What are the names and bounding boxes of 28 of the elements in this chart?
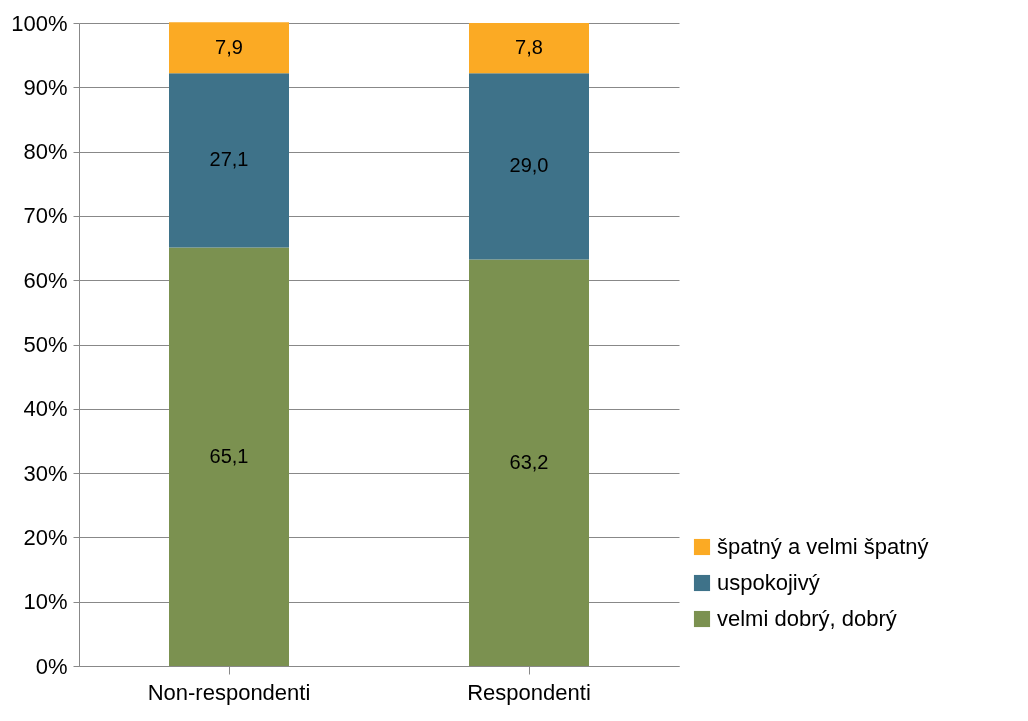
- y-tick-label: 70%: [23, 203, 68, 229]
- legend-label: uspokojivý: [717, 570, 820, 595]
- bar: [169, 73, 289, 248]
- data-label: 7,9: [215, 35, 243, 58]
- y-tick-label: 30%: [23, 460, 68, 486]
- y-tick-label: 10%: [23, 589, 68, 615]
- y-tick-label: 60%: [23, 267, 68, 293]
- y-tick-label: 40%: [23, 396, 68, 422]
- data-label: 27,1: [209, 148, 249, 171]
- legend-label: velmi dobrý, dobrý: [717, 606, 897, 631]
- bar: [469, 73, 589, 260]
- data-label: 29,0: [509, 154, 549, 177]
- x-tick-label: Respondenti: [467, 679, 591, 705]
- bar: [169, 247, 289, 666]
- data-label: 7,8: [515, 36, 543, 59]
- y-tick-label: 90%: [23, 74, 68, 100]
- x-tick-label: Non-respondenti: [147, 679, 311, 705]
- y-tick-label: 0%: [35, 653, 68, 679]
- y-tick-label: 80%: [23, 139, 68, 165]
- bar: [169, 22, 289, 74]
- y-tick-label: 20%: [23, 524, 68, 550]
- y-tick-label: 100%: [11, 10, 68, 36]
- bar: [469, 23, 589, 74]
- legend-label: špatný a velmi špatný: [717, 534, 929, 559]
- y-tick-label: 50%: [23, 332, 68, 357]
- data-label: 63,2: [509, 450, 549, 473]
- data-label: 65,1: [209, 444, 249, 467]
- bar: [469, 259, 589, 666]
